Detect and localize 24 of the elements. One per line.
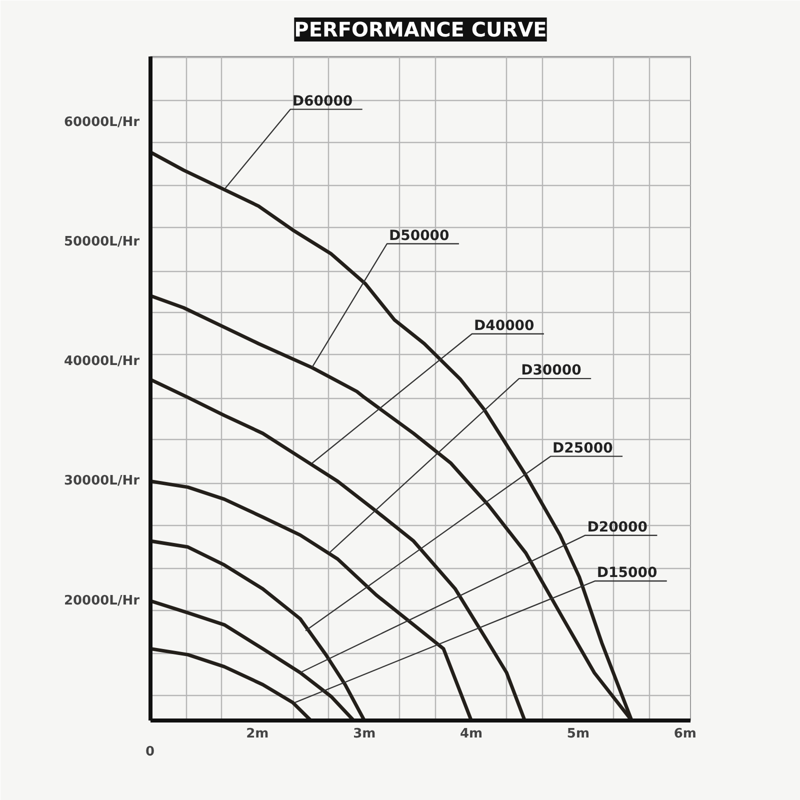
annotation: D25000 — [552, 440, 614, 456]
annotation: D15000 — [596, 565, 658, 582]
x-tick-label: 6m — [674, 726, 696, 742]
y-tick-label: 40000L/Hr — [64, 354, 140, 370]
line-series — [150, 378, 527, 720]
annotation: D20000 — [587, 519, 648, 536]
annotation: D60000 — [292, 93, 353, 110]
y-tick-label: 60000L/Hr — [64, 114, 140, 130]
x-tick-label: 2m — [246, 726, 269, 742]
text: 0 — [146, 744, 155, 760]
x-tick-label: 4m — [460, 726, 483, 742]
line-series — [150, 646, 313, 720]
x-tick-label: 5m — [566, 726, 590, 742]
y-tick-label: 30000L/Hr — [64, 474, 140, 489]
annotation: D40000 — [474, 318, 535, 334]
line-series — [150, 599, 356, 720]
y-tick-label: 20000L/Hr — [64, 593, 140, 608]
chart-title: PERFORMANCE CURVE — [294, 18, 547, 42]
annotation: D50000 — [388, 228, 450, 244]
line-series — [150, 539, 366, 720]
x-tick-label: 3m — [353, 726, 376, 742]
y-tick-label: 50000L/Hr — [64, 234, 140, 250]
annotation: D30000 — [521, 362, 582, 379]
line-series — [150, 479, 474, 720]
